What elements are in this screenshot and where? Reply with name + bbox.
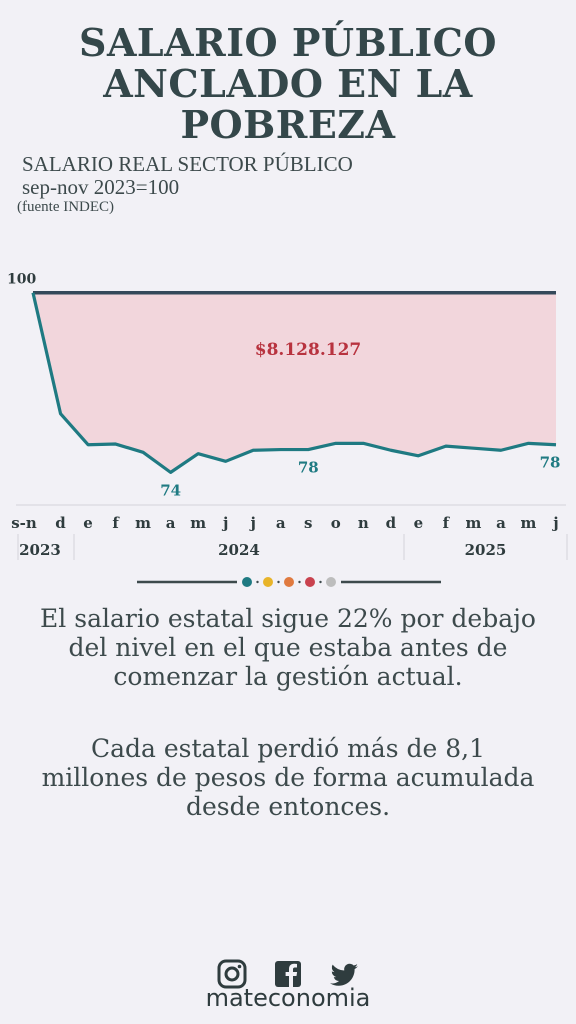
x-tick-label: j bbox=[221, 514, 228, 532]
body-paragraph-2: Cada estatal perdió más de 8,1 millones … bbox=[41, 734, 535, 821]
body-paragraph-1: El salario estatal sigue 22% por debajo … bbox=[40, 604, 536, 691]
x-tick-label: f bbox=[443, 514, 451, 532]
area-label: $8.128.127 bbox=[255, 340, 361, 360]
data-label: 78 bbox=[540, 454, 561, 472]
social-icons bbox=[0, 958, 576, 990]
twitter-icon[interactable] bbox=[328, 958, 360, 990]
title-line-3: POBREZA bbox=[180, 102, 396, 147]
x-tick-label: a bbox=[276, 514, 286, 532]
year-label: 2025 bbox=[465, 541, 507, 559]
divider-dots bbox=[137, 577, 441, 587]
year-label: 2024 bbox=[218, 541, 260, 559]
x-tick-label: o bbox=[331, 514, 341, 532]
x-tick-label: e bbox=[414, 514, 424, 532]
brand-name: mateconomia bbox=[205, 984, 371, 1012]
x-tick-label: d bbox=[386, 514, 397, 532]
x-tick-label: d bbox=[55, 514, 66, 532]
page-title: SALARIO PÚBLICO ANCLADO EN LA POBREZA bbox=[0, 22, 576, 145]
chart-source: (fuente INDEC) bbox=[17, 199, 115, 215]
facebook-icon[interactable] bbox=[272, 958, 304, 990]
instagram-icon[interactable] bbox=[216, 958, 248, 990]
baseline-label: 100 bbox=[7, 272, 36, 288]
x-tick-label: m bbox=[521, 514, 537, 532]
x-tick-label: e bbox=[83, 514, 93, 532]
divider-dot-small bbox=[298, 580, 301, 584]
chart-subtitle: SALARIO REAL SECTOR PÚBLICO bbox=[22, 152, 353, 176]
divider-dot bbox=[326, 577, 336, 587]
x-tick-label: m bbox=[135, 514, 151, 532]
divider-dot-small bbox=[256, 580, 259, 584]
chart-base-note: sep-nov 2023=100 bbox=[22, 175, 180, 199]
x-tick-label: s bbox=[304, 514, 312, 532]
x-tick-label: j bbox=[248, 514, 255, 532]
divider-dot bbox=[305, 577, 315, 587]
divider-dot bbox=[284, 577, 294, 587]
data-label: 78 bbox=[298, 459, 319, 477]
loss-area bbox=[33, 292, 556, 473]
x-tick-label: j bbox=[551, 514, 558, 532]
divider-dot-small bbox=[277, 580, 280, 584]
x-tick-label: a bbox=[496, 514, 506, 532]
title-line-2: ANCLADO EN LA bbox=[103, 61, 473, 106]
x-tick-label: n bbox=[358, 514, 369, 532]
series-line bbox=[31, 292, 557, 474]
title-line-1: SALARIO PÚBLICO bbox=[79, 20, 497, 65]
year-label: 2023 bbox=[19, 541, 61, 559]
x-tick-label: m bbox=[190, 514, 206, 532]
x-tick-label: s-n bbox=[11, 514, 37, 532]
data-label: 74 bbox=[160, 481, 181, 499]
divider-dot-small bbox=[319, 580, 322, 584]
x-tick-label: m bbox=[465, 514, 481, 532]
x-tick-label: a bbox=[166, 514, 176, 532]
divider-dot bbox=[263, 577, 273, 587]
divider-dot bbox=[242, 577, 252, 587]
x-tick-label: f bbox=[112, 514, 120, 532]
